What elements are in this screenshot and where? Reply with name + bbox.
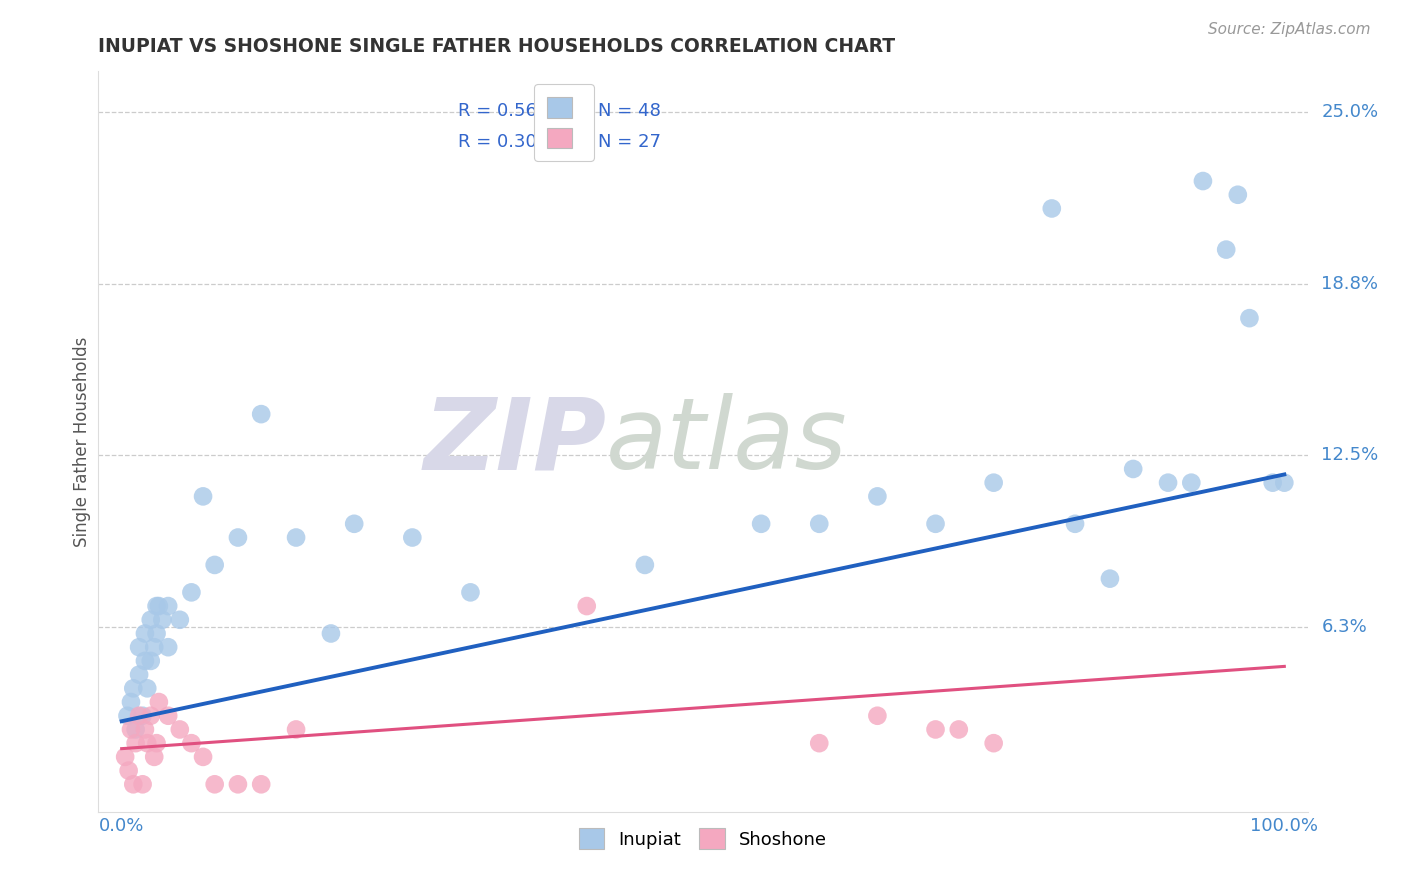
Point (226, 531, 249, 545)
Point (134, 626, 156, 640)
Point (1261, 475, 1284, 490)
Text: Source: ZipAtlas.com: Source: ZipAtlas.com (1208, 22, 1371, 37)
Point (866, 489, 889, 503)
Point (157, 640, 180, 655)
Point (145, 736, 167, 750)
Text: 6.3%: 6.3% (1322, 617, 1367, 636)
Point (169, 723, 191, 737)
Point (983, 475, 1005, 490)
Point (191, 750, 214, 764)
Point (575, 599, 598, 613)
Point (1272, 475, 1295, 490)
Point (1215, 243, 1237, 257)
Legend: Inupiat, Shoshone: Inupiat, Shoshone (569, 820, 837, 858)
Point (924, 516, 946, 531)
Point (1122, 462, 1144, 476)
Text: N = 27: N = 27 (598, 133, 661, 151)
Point (128, 708, 150, 723)
Text: R = 0.561: R = 0.561 (457, 103, 548, 120)
Point (124, 736, 146, 750)
Point (134, 723, 156, 737)
Y-axis label: Single Father Households: Single Father Households (73, 336, 91, 547)
Point (120, 723, 142, 737)
Point (169, 613, 191, 627)
Point (808, 736, 831, 750)
Point (143, 640, 166, 655)
Point (1192, 174, 1215, 188)
Text: R = 0.301: R = 0.301 (457, 133, 548, 151)
Point (1040, 202, 1063, 216)
Point (749, 516, 772, 531)
Point (148, 695, 170, 709)
Point (983, 736, 1005, 750)
Point (180, 736, 202, 750)
Point (285, 531, 308, 545)
Point (343, 516, 366, 531)
Point (139, 613, 162, 627)
Point (128, 667, 150, 681)
Point (122, 681, 145, 696)
Point (139, 654, 162, 668)
Point (1226, 187, 1249, 202)
Text: atlas: atlas (606, 393, 848, 490)
Text: INUPIAT VS SHOSHONE SINGLE FATHER HOUSEHOLDS CORRELATION CHART: INUPIAT VS SHOSHONE SINGLE FATHER HOUSEH… (98, 37, 896, 56)
Text: 18.8%: 18.8% (1322, 275, 1378, 293)
Point (122, 777, 145, 791)
Point (319, 626, 342, 640)
Point (924, 723, 946, 737)
Point (191, 489, 214, 503)
Point (136, 736, 159, 750)
Point (1098, 572, 1121, 586)
Point (136, 681, 159, 696)
Point (1157, 475, 1180, 490)
Point (157, 599, 180, 613)
Point (128, 640, 150, 655)
Point (808, 516, 831, 531)
Point (157, 708, 180, 723)
Text: 25.0%: 25.0% (1322, 103, 1379, 121)
Point (131, 708, 153, 723)
Point (145, 599, 167, 613)
Point (460, 585, 482, 599)
Point (204, 558, 226, 572)
Text: ZIP: ZIP (423, 393, 606, 490)
Point (143, 750, 166, 764)
Point (1064, 516, 1087, 531)
Point (120, 695, 142, 709)
Point (1180, 475, 1202, 490)
Point (117, 708, 139, 723)
Point (634, 558, 657, 572)
Text: N = 48: N = 48 (598, 103, 661, 120)
Point (204, 777, 226, 791)
Point (148, 599, 170, 613)
Point (226, 777, 249, 791)
Point (1239, 311, 1261, 326)
Point (118, 764, 141, 778)
Point (145, 626, 167, 640)
Point (948, 723, 970, 737)
Point (131, 777, 153, 791)
Point (134, 654, 156, 668)
Point (114, 750, 136, 764)
Point (180, 585, 202, 599)
Point (124, 723, 146, 737)
Point (866, 708, 889, 723)
Text: 12.5%: 12.5% (1322, 446, 1379, 464)
Point (250, 777, 273, 791)
Point (250, 407, 273, 421)
Point (285, 723, 308, 737)
Point (139, 708, 162, 723)
Point (401, 531, 423, 545)
Point (150, 613, 173, 627)
